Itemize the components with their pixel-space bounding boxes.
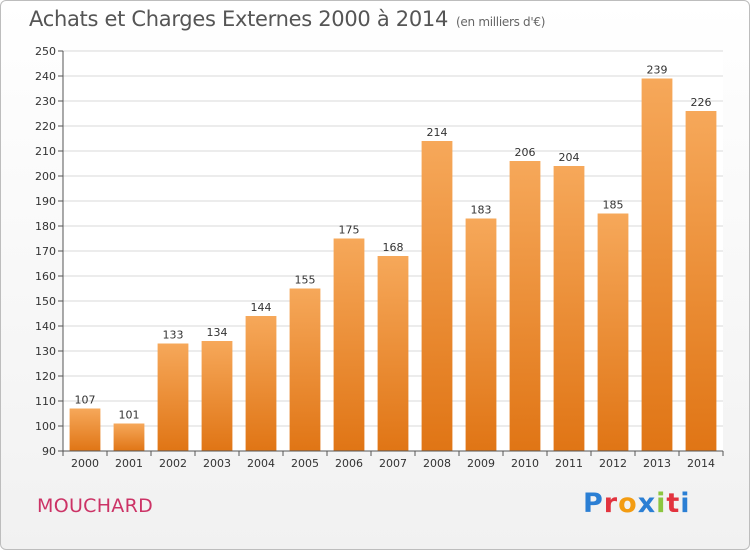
logo-letter: r [603,488,619,519]
data-label-2000: 107 [75,394,96,407]
data-label-2005: 155 [295,274,316,287]
x-tick-label-2009: 2009 [467,457,495,470]
x-tick-label-2001: 2001 [115,457,143,470]
bar-2012 [597,213,629,451]
bar-2010 [509,161,541,451]
chart-title: Achats et Charges Externes 2000 à 2014 (e… [29,7,545,31]
data-label-2013: 239 [647,64,668,77]
logo-letter: o [618,488,638,519]
x-tick-label-2014: 2014 [687,457,715,470]
bar-2006 [333,238,365,451]
data-label-2006: 175 [339,224,360,237]
x-tick-label-2012: 2012 [599,457,627,470]
y-tick-label: 130 [35,345,56,358]
y-tick-label: 180 [35,220,56,233]
x-tick-label-2004: 2004 [247,457,275,470]
data-label-2001: 101 [119,409,140,422]
y-tick-label: 200 [35,170,56,183]
commune-name: MOUCHARD [37,495,154,517]
y-tick-label: 100 [35,420,56,433]
logo-letter: x [637,488,657,519]
chart-subtitle: (en milliers d'€) [456,15,546,29]
y-tick-label: 90 [42,445,56,458]
bar-layer: 107 101 133 134 144 155 175 168 214 183 206 204 185 2… [69,64,717,451]
y-tick-label: 120 [35,370,56,383]
bar-2007 [377,256,409,451]
logo-letter: i [656,488,667,519]
bar-2002 [157,343,189,451]
logo-letter: P [583,488,604,519]
bar-2004 [245,316,277,451]
bar-2009 [465,218,497,451]
y-tick-label: 250 [35,45,56,58]
y-tick-label: 220 [35,120,56,133]
bar-2001 [113,423,145,451]
bar-2005 [289,288,321,451]
bar-2011 [553,166,585,451]
x-tick-label-2008: 2008 [423,457,451,470]
y-tick-label: 240 [35,70,56,83]
x-tick-label-2000: 2000 [71,457,99,470]
data-label-2011: 204 [559,151,580,164]
y-tick-label: 170 [35,245,56,258]
y-tick-label: 160 [35,270,56,283]
data-label-2012: 185 [603,199,624,212]
axis-layer: 90 100 110 120 130 140 150 160 170 180 190 200 210 22… [35,45,724,470]
y-tick-label: 140 [35,320,56,333]
x-tick-label-2011: 2011 [555,457,583,470]
x-tick-label-2002: 2002 [159,457,187,470]
logo-letter: t [666,488,681,519]
data-label-2010: 206 [515,146,536,159]
bar-2014 [685,111,717,451]
bar-2000 [69,408,101,451]
y-tick-label: 190 [35,195,56,208]
bar-2003 [201,341,233,451]
logo-letter: i [680,488,691,519]
y-tick-label: 110 [35,395,56,408]
bar-2013 [641,78,673,451]
y-tick-label: 230 [35,95,56,108]
x-tick-label-2010: 2010 [511,457,539,470]
y-tick-label: 210 [35,145,56,158]
x-tick-label-2003: 2003 [203,457,231,470]
data-label-2009: 183 [471,204,492,217]
x-tick-label-2005: 2005 [291,457,319,470]
data-label-2007: 168 [383,241,404,254]
chart-title-text: Achats et Charges Externes 2000 à 2014 [29,7,449,31]
x-tick-label-2006: 2006 [335,457,363,470]
data-label-2004: 144 [251,301,272,314]
bar-2008 [421,141,453,451]
x-tick-label-2013: 2013 [643,457,671,470]
data-label-2003: 134 [207,326,228,339]
data-label-2008: 214 [427,126,448,139]
y-tick-label: 150 [35,295,56,308]
data-label-2014: 226 [691,96,712,109]
x-tick-label-2007: 2007 [379,457,407,470]
data-label-2002: 133 [163,329,184,342]
proxiti-logo: Proxiti [583,488,691,519]
